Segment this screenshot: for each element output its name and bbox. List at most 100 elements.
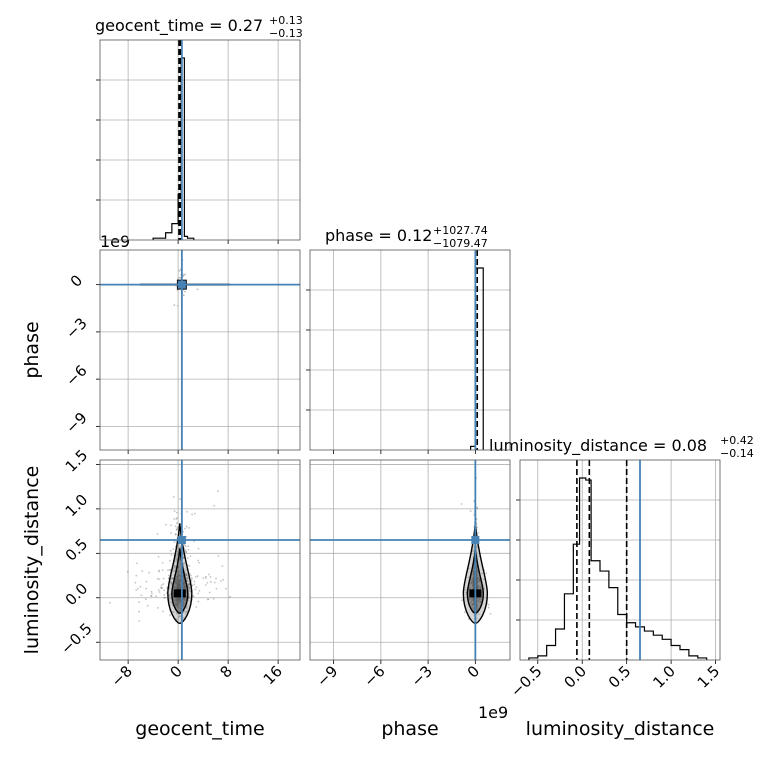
- sample-point: [170, 581, 173, 584]
- sample-point: [150, 594, 152, 597]
- sample-point: [217, 555, 220, 557]
- panel-luminosity_distance-phase: [309, 459, 511, 664]
- sample-point: [183, 544, 186, 546]
- sample-point: [186, 577, 188, 580]
- sample-point: [193, 580, 196, 583]
- sample-point: [472, 550, 475, 553]
- sample-point: [156, 577, 159, 580]
- sample-point: [213, 581, 216, 584]
- sample-point: [169, 593, 172, 596]
- title-geocent-time-label: geocent_time =: [95, 16, 228, 36]
- sample-point: [176, 526, 179, 529]
- sample-point: [187, 584, 190, 587]
- sample-point: [169, 601, 172, 603]
- sample-point: [176, 289, 179, 292]
- sample-point: [186, 583, 189, 585]
- ylabel-phase: phase: [21, 321, 43, 378]
- sample-point: [184, 527, 186, 530]
- sample-point: [163, 596, 165, 599]
- sample-point: [184, 549, 187, 552]
- y-tick-label-luminosity_distance: 1.0: [62, 491, 92, 521]
- truth-marker: [177, 280, 186, 289]
- sample-point: [184, 573, 187, 576]
- sample-point: [172, 569, 175, 572]
- x-tick-label-geocent_time: 0: [166, 662, 185, 681]
- sample-point: [188, 526, 190, 529]
- x-tick-label-phase: −6: [360, 662, 388, 690]
- sample-point: [176, 516, 179, 519]
- sample-point: [225, 587, 227, 590]
- sample-point: [168, 594, 171, 597]
- plot-marks: −8 0 8 16 −9 −6 −3 0 −0.5 0.0 0.5 1.0 1.5 −9 −6 −3 0 −0.5…: [57, 39, 723, 701]
- sample-point: [169, 597, 172, 600]
- sample-point: [185, 569, 187, 571]
- sample-point: [477, 613, 480, 616]
- sample-point: [189, 574, 192, 577]
- sample-point: [182, 557, 185, 560]
- sample-point: [487, 603, 490, 606]
- sample-point: [163, 594, 166, 596]
- sample-point: [157, 606, 159, 609]
- sample-point: [185, 550, 188, 553]
- sample-point: [169, 614, 171, 616]
- sample-point: [135, 574, 138, 577]
- sample-point: [204, 577, 207, 579]
- sample-point: [155, 595, 157, 598]
- panel-frame: [519, 459, 721, 661]
- panel-frame: [309, 249, 511, 451]
- sample-point: [187, 548, 190, 551]
- sample-point: [177, 547, 179, 550]
- sample-point: [134, 581, 137, 584]
- sample-point: [187, 577, 190, 580]
- sample-point: [185, 551, 188, 554]
- sample-point: [177, 551, 180, 554]
- sample-point: [160, 584, 163, 587]
- sample-point: [169, 569, 172, 572]
- sample-point: [178, 546, 180, 549]
- sample-point: [173, 566, 176, 569]
- sample-point: [161, 610, 164, 613]
- sample-point: [461, 599, 463, 602]
- sample-point: [173, 510, 176, 512]
- title-phase-label: phase =: [325, 226, 397, 245]
- y-tick-label-phase: −3: [62, 314, 90, 342]
- sample-point: [187, 583, 190, 586]
- sample-point: [158, 569, 160, 572]
- sample-point: [185, 574, 188, 577]
- title-phase-lower: −1079.47: [433, 237, 488, 250]
- sample-point: [171, 577, 174, 579]
- panel-phase-geocent_time: [96, 249, 301, 454]
- sample-point: [140, 594, 143, 597]
- sample-point: [197, 592, 200, 595]
- sample-point: [176, 511, 178, 514]
- sample-point: [171, 577, 174, 580]
- sample-point: [145, 580, 148, 583]
- sample-point: [186, 609, 189, 612]
- sample-point: [207, 573, 210, 576]
- sample-point: [196, 575, 199, 577]
- sample-point: [169, 581, 172, 583]
- xlabel-phase: phase: [381, 718, 438, 740]
- sample-point: [220, 580, 222, 582]
- sample-point: [460, 503, 463, 505]
- sample-point: [175, 612, 178, 615]
- sample-point: [198, 561, 201, 564]
- sample-point: [175, 528, 178, 531]
- sample-point: [178, 269, 181, 272]
- sample-point: [217, 490, 219, 493]
- sample-point: [489, 612, 492, 615]
- sample-point: [126, 570, 129, 573]
- sample-point: [185, 574, 188, 576]
- sample-point: [182, 556, 185, 559]
- sample-point: [192, 595, 195, 598]
- sample-point: [487, 606, 490, 609]
- sample-point: [178, 614, 181, 617]
- y-tick-label-phase: −6: [62, 361, 90, 389]
- sample-point: [187, 586, 190, 588]
- sample-point: [160, 586, 163, 589]
- sample-point: [170, 532, 172, 535]
- sample-point: [178, 276, 180, 279]
- sample-point: [209, 581, 212, 583]
- xlabel-luminosity-distance: luminosity_distance: [526, 718, 715, 740]
- title-luminosity-distance: luminosity_distance = 0.08: [489, 436, 707, 456]
